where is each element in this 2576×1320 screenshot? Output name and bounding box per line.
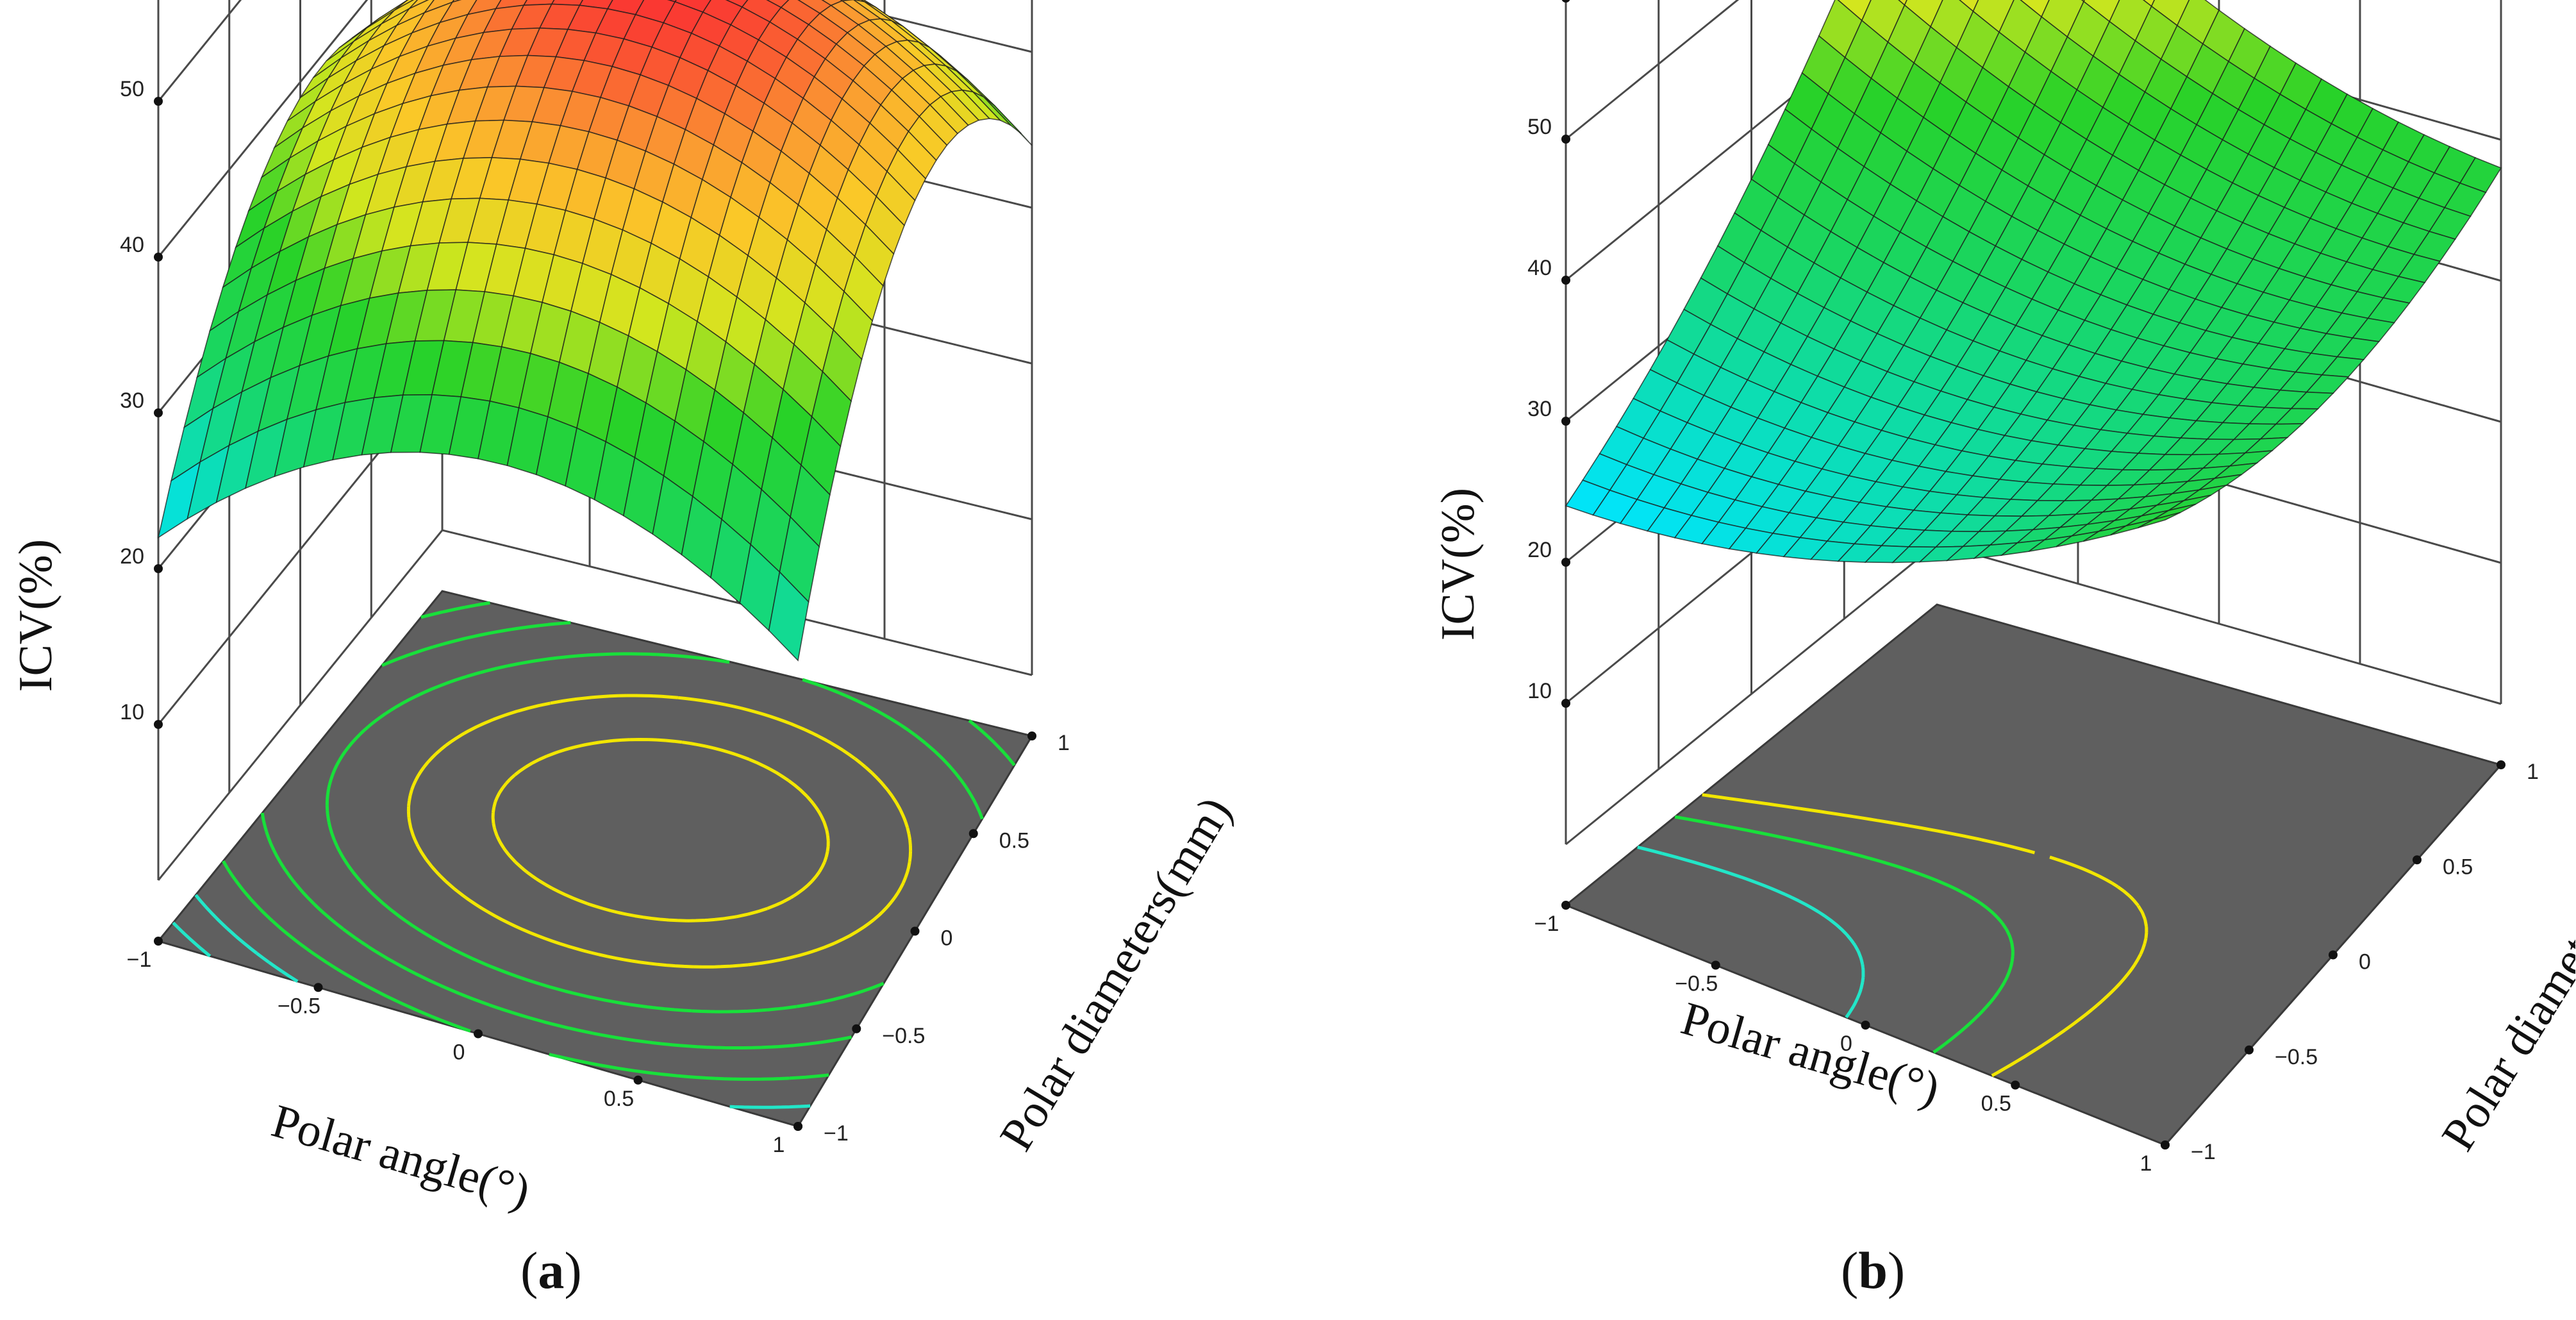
contour-green-41	[325, 652, 984, 1014]
y-tick-mark	[2497, 760, 2505, 769]
plot-group: 102030405060−1−0.500.51−1−0.500.51Polar …	[10, 0, 1242, 1218]
caption-close-b: )	[1887, 1241, 1906, 1299]
contour-cyan-25	[172, 921, 212, 958]
z-tick-mark	[1561, 276, 1570, 285]
z-axis-label: ICV(%)	[10, 539, 62, 692]
contour-lines	[172, 601, 1016, 1109]
z-tick-label: 20	[120, 544, 144, 569]
z-tick-label: 40	[1527, 256, 1552, 280]
y-tick-mark	[2413, 855, 2422, 865]
surface-plot-b: 102030405060−1−0.500.51−1−0.500.51Polar …	[1432, 0, 2575, 1176]
x-tick-label: −0.5	[1675, 972, 1718, 996]
contour-green-37	[260, 621, 1016, 1049]
contour-lines	[1637, 793, 2148, 1078]
panel-a: 102030405060−1−0.500.51−1−0.500.51Polar …	[10, 0, 1242, 1301]
x-tick-label: 0.5	[1981, 1092, 2011, 1116]
x-tick-mark	[474, 1029, 483, 1039]
contour-yellow-48	[491, 738, 830, 923]
tick-group: 102030405060−1−0.500.51−1−0.500.51	[120, 77, 1070, 1157]
x-tick-mark	[1561, 901, 1570, 910]
y-tick-mark	[794, 1122, 802, 1131]
surface-mesh	[1565, 0, 2502, 564]
z-tick-mark	[1561, 0, 1570, 3]
z-tick-mark	[1561, 558, 1570, 567]
y-tick-mark	[968, 829, 978, 839]
x-tick-mark	[154, 937, 163, 946]
z-tick-mark	[154, 564, 163, 573]
y-tick-label: 0.5	[2443, 855, 2473, 879]
caption-open-b: (	[1841, 1241, 1859, 1299]
x-tick-label: 0	[1840, 1032, 1852, 1056]
z-tick-mark	[154, 253, 163, 262]
z-tick-mark	[1561, 417, 1570, 426]
x-tick-label: −0.5	[278, 994, 320, 1018]
x-tick-label: 1	[2140, 1151, 2152, 1176]
caption-open-a: (	[520, 1241, 538, 1299]
z-tick-label: 40	[120, 233, 144, 257]
y-tick-mark	[2161, 1140, 2170, 1149]
x-tick-mark	[1861, 1021, 1870, 1030]
y-tick-label: 0	[941, 926, 953, 951]
y-tick-mark	[852, 1024, 861, 1033]
x-axis-label: Polar angle(°)	[266, 1095, 535, 1218]
z-tick-label: 10	[120, 700, 144, 724]
x-tick-label: 0.5	[604, 1087, 634, 1111]
x-tick-mark	[1711, 960, 1720, 970]
y-tick-label: −0.5	[882, 1024, 925, 1048]
contour-green-33	[222, 601, 829, 1081]
y-tick-label: −1	[2191, 1140, 2216, 1164]
z-tick-label: 10	[1527, 679, 1552, 703]
z-tick-mark	[154, 408, 163, 417]
caption-a: (a)	[520, 1241, 582, 1301]
panel-b: 102030405060−1−0.500.51−1−0.500.51Polar …	[1288, 0, 2575, 1320]
caption-letter-a: a	[538, 1241, 565, 1299]
y-tick-label: −0.5	[2275, 1045, 2318, 1069]
z-tick-label: 50	[1527, 115, 1552, 139]
contour-green-30.5	[1674, 815, 2015, 1054]
z-axis-label: ICV(%)	[1432, 488, 1484, 640]
z-tick-mark	[1561, 699, 1570, 708]
z-tick-label: 30	[120, 388, 144, 413]
caption-letter-b: b	[1858, 1241, 1888, 1299]
y-tick-label: −1	[824, 1121, 849, 1146]
plot-group: 102030405060−1−0.500.51−1−0.500.51Polar …	[1432, 0, 2575, 1176]
y-tick-mark	[910, 926, 920, 936]
contour-cyan-29	[194, 894, 811, 1109]
surface-cell	[768, 571, 810, 662]
z-tick-label: 50	[120, 77, 144, 101]
x-tick-label: −1	[127, 948, 152, 972]
contour-cyan-28	[1637, 845, 1865, 1019]
x-tick-mark	[2011, 1080, 2020, 1090]
contour-yellow-32.5	[1702, 793, 2148, 1078]
y-tick-mark	[1027, 731, 1036, 740]
y-axis-label: Polar diameters(mm)	[2432, 791, 2575, 1160]
surface-mesh	[157, 0, 1033, 662]
z-tick-mark	[154, 97, 163, 106]
z-tick-label: 30	[1527, 397, 1552, 421]
tick-group: 102030405060−1−0.500.51−1−0.500.51	[1527, 0, 2539, 1176]
z-tick-mark	[1561, 135, 1570, 144]
y-tick-mark	[2329, 950, 2338, 960]
caption-close-a: )	[564, 1241, 582, 1299]
z-tick-mark	[154, 720, 163, 729]
wall-gridline	[1565, 0, 1740, 140]
floor-plane	[1564, 603, 2503, 1146]
x-tick-label: −1	[1534, 912, 1559, 936]
caption-b: (b)	[1841, 1241, 1905, 1301]
surface-cell	[2138, 512, 2181, 529]
x-tick-mark	[313, 983, 323, 992]
z-tick-label: 20	[1527, 538, 1552, 562]
x-tick-label: 0	[453, 1040, 465, 1065]
x-tick-label: 1	[773, 1133, 785, 1157]
y-tick-label: 1	[2527, 760, 2539, 784]
y-tick-label: 0.5	[999, 828, 1029, 853]
y-tick-label: 0	[2359, 950, 2371, 974]
y-tick-mark	[2245, 1045, 2254, 1055]
wall-gridline	[157, 529, 1033, 881]
surface-plot-a: 102030405060−1−0.500.51−1−0.500.51Polar …	[10, 0, 1242, 1218]
x-tick-mark	[633, 1075, 643, 1085]
contour-yellow-45	[406, 694, 913, 969]
y-tick-label: 1	[1058, 731, 1070, 755]
